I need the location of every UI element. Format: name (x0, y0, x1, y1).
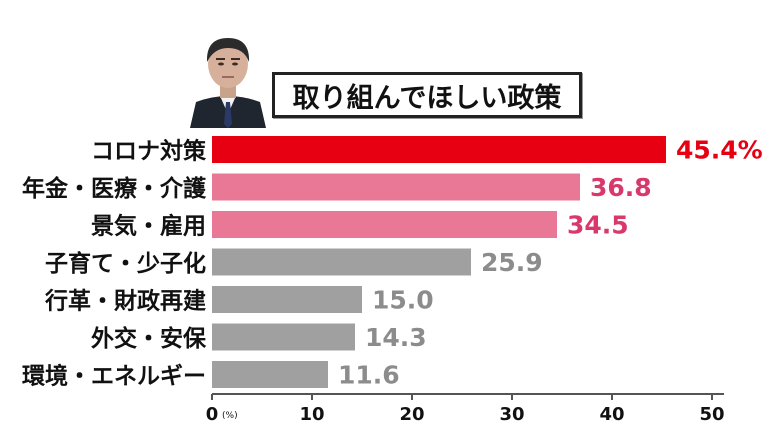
value-label-7: 11.6 (338, 361, 400, 390)
value-label-1: 45.4% (676, 136, 763, 165)
category-label-1: コロナ対策 (91, 138, 207, 165)
x-tick-label-10: 10 (299, 404, 324, 425)
category-label-7: 環境・エネルギー (22, 363, 206, 390)
x-tick-label-40: 40 (599, 404, 624, 425)
value-label-2: 36.8 (590, 173, 652, 202)
x-tick-label-30: 30 (499, 404, 524, 425)
category-label-2: 年金・医療・介護 (22, 175, 207, 202)
bar-5 (212, 286, 362, 313)
bar-6 (212, 323, 355, 351)
politician-portrait (186, 24, 270, 128)
value-label-5: 15.0 (372, 286, 434, 315)
category-label-5: 行革・財政再建 (44, 288, 206, 315)
bar-1 (212, 136, 666, 163)
value-label-4: 25.9 (481, 248, 543, 277)
x-tick-label-0: 0 (206, 404, 219, 425)
bar-4 (212, 248, 471, 276)
bar-2 (212, 173, 580, 201)
category-label-4: 子育て・少子化 (45, 250, 206, 277)
chart-title-box: 取り組んでほしい政策 (272, 72, 582, 118)
category-label-3: 景気・雇用 (91, 213, 206, 240)
unit-label: (%) (222, 411, 238, 421)
bar-3 (212, 211, 557, 238)
chart-title: 取り組んでほしい政策 (292, 82, 562, 114)
x-tick-label-20: 20 (399, 404, 424, 425)
bar-7 (212, 361, 328, 388)
value-label-6: 14.3 (365, 323, 427, 352)
category-label-6: 外交・安保 (91, 325, 207, 352)
value-label-3: 34.5 (567, 211, 629, 240)
x-tick-label-50: 50 (699, 404, 724, 425)
